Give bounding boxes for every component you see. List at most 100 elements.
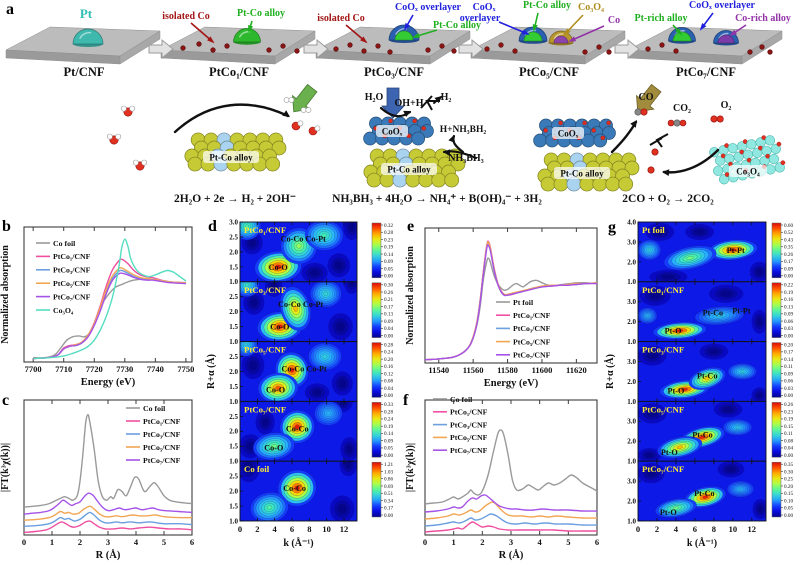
x-axis-label: Energy (eV) bbox=[484, 378, 539, 389]
wavelet-panel-title: PtCo₃/CNF bbox=[642, 345, 684, 355]
stage-arrow bbox=[303, 38, 329, 60]
wavelet-panel-title: PtCo₇/CNF bbox=[244, 404, 286, 414]
wavelet-panel-PtCo₃/CNF bbox=[240, 281, 357, 342]
bond-label: Pt-Co bbox=[692, 430, 712, 439]
colorbar-tick: 0.15 bbox=[784, 424, 793, 430]
colorbar-tick: 0.14 bbox=[384, 252, 393, 258]
colorbar-tick: 0.09 bbox=[384, 319, 393, 325]
x-tick-label: 7730 bbox=[116, 364, 133, 374]
wavelet-panel-PtCo₅/CNF bbox=[240, 341, 357, 402]
bond-label: Pt-O bbox=[661, 448, 678, 457]
x-tick-label: 6 bbox=[190, 537, 194, 547]
x-tick-label: 7720 bbox=[86, 364, 103, 374]
y-tick-label: 2.0 bbox=[627, 438, 636, 446]
x-tick-label: 1 bbox=[50, 537, 54, 547]
panel-g-wavelet-pt: 4.0 3.0 2.0 1.0 Pt foil Pt-Pt 0.600.520.43 0.35… bbox=[604, 218, 793, 549]
wavelet-panel-Pt foil bbox=[638, 222, 766, 282]
panel-e-xanes-pt: 11540 11560 11580 11600 11620 Energy (eV) Norm… bbox=[405, 227, 598, 389]
isolated-co-atom bbox=[333, 46, 339, 52]
x-tick-label: 2 bbox=[78, 537, 82, 547]
x-tick-label: 0 bbox=[22, 537, 26, 547]
y-tick-label: 2.0 bbox=[229, 428, 238, 436]
colorbar-tick: 0.03 bbox=[784, 386, 793, 392]
legend-label: Co foil bbox=[53, 239, 76, 248]
y-tick-label: 2.0 bbox=[627, 497, 636, 505]
isolated-co-atom bbox=[375, 43, 381, 49]
colorbar-tick: 0.12 bbox=[384, 371, 393, 377]
reaction-equation: NH₃BH₃ + 4H₂O → NH₄⁺ + B(OH)₄⁻ + 3H₂ bbox=[332, 193, 542, 205]
legend-label: PtCo₅/CNF bbox=[143, 443, 181, 452]
bond-label: Co-Co bbox=[283, 484, 306, 493]
legend-label: Co foil bbox=[450, 395, 473, 404]
y-tick-label: 2.5 bbox=[229, 473, 238, 481]
y-tick-label: 3.0 bbox=[627, 478, 636, 486]
annotation-label: isolated Co bbox=[162, 11, 210, 22]
colorbar-tick: 0.03 bbox=[784, 326, 793, 332]
y-tick-label: 3.0 bbox=[627, 238, 636, 246]
y-tick-label: 1.0 bbox=[627, 278, 636, 286]
y-tick-label: 2.5 bbox=[229, 293, 238, 301]
series-Co foil bbox=[33, 277, 186, 359]
reaction-equation: 2CO + O₂ → 2CO₂ bbox=[622, 193, 714, 205]
y-axis-label: |FT(k³χ(k))| bbox=[405, 443, 416, 492]
colorbar-tick: 0.43 bbox=[784, 237, 793, 243]
y-tick-label: 1.0 bbox=[627, 338, 636, 346]
molecule-OH bbox=[308, 125, 321, 136]
molecule-H2 bbox=[300, 107, 312, 113]
colorbar bbox=[371, 342, 382, 398]
y-tick-label: 1.0 bbox=[229, 398, 238, 406]
colorbar-tick: 0.20 bbox=[784, 484, 793, 490]
cluster-label: Pt-Co alloy bbox=[209, 153, 253, 163]
legend-label: Co foil bbox=[143, 404, 166, 413]
y-tick-label: 1.5 bbox=[229, 263, 238, 271]
isolated-co-atom bbox=[347, 42, 353, 48]
y-axis-label: Normalized absorption bbox=[0, 245, 11, 344]
molecule-label: H+NH₃BH₂ bbox=[440, 125, 487, 135]
cluster-label: Co₃O₄ bbox=[736, 167, 760, 177]
isolated-co-atom bbox=[512, 48, 518, 54]
colorbar-tick: 0.11 bbox=[784, 431, 793, 437]
bond-label: Pt-Co bbox=[697, 371, 717, 380]
colorbar-tick: 0.23 bbox=[384, 237, 393, 243]
annotation-label: Co-rich alloy bbox=[735, 13, 791, 24]
legend-label: PtCo₇/CNF bbox=[450, 446, 488, 455]
series-PtCo₅/CNF bbox=[425, 241, 597, 361]
colorbar-tick: 0.52 bbox=[784, 230, 793, 236]
x-tick-label: 2 bbox=[655, 524, 659, 534]
colorbar bbox=[371, 282, 382, 338]
colorbar-tick: 0.19 bbox=[384, 424, 393, 430]
reaction-equation: 2H₂O + 2e → H₂ + 2OH⁻ bbox=[174, 193, 296, 205]
legend-label: PtCo₇/CNF bbox=[53, 292, 91, 301]
colorbar-tick: 0.23 bbox=[784, 409, 793, 415]
legend-label: Pt foil bbox=[513, 298, 534, 307]
y-axis-label: Normalized absorption bbox=[405, 246, 416, 345]
x-tick-label: 5 bbox=[162, 537, 166, 547]
colorbar-tick: 0.10 bbox=[784, 498, 793, 504]
colorbar-tick: 0.00 bbox=[784, 513, 793, 519]
colorbar-tick: 0.19 bbox=[384, 245, 393, 251]
colorbar-tick: 0.00 bbox=[384, 513, 393, 519]
colorbar-tick: 0.35 bbox=[784, 245, 793, 251]
bond-label: Co-O bbox=[269, 263, 288, 272]
stage-label: Pt/CNF bbox=[64, 65, 105, 79]
colorbar-tick: 0.22 bbox=[784, 283, 793, 289]
y-tick-label: 2.0 bbox=[229, 248, 238, 256]
annotation-label: Pt bbox=[80, 6, 93, 21]
x-axis-label: k (Å⁻¹) bbox=[687, 537, 717, 549]
y-tick-label: 2.5 bbox=[229, 233, 238, 241]
colorbar-tick: 0.28 bbox=[384, 409, 393, 415]
stage-label: PtCo₅/CNF bbox=[519, 65, 579, 79]
series-Co foil bbox=[425, 429, 597, 505]
wavelet-panel-PtCo₇/CNF bbox=[638, 461, 766, 521]
stage-label: PtCo₇/CNF bbox=[676, 65, 736, 79]
wavelet-panel-PtCo₃/CNF bbox=[638, 341, 766, 402]
series-PtCo₁/CNF bbox=[24, 520, 192, 534]
colorbar-tick: 0.00 bbox=[784, 453, 793, 459]
axes-box bbox=[23, 226, 193, 363]
series-PtCo₁/CNF bbox=[425, 240, 597, 361]
colorbar bbox=[771, 282, 782, 338]
colorbar-tick: 0.32 bbox=[384, 223, 393, 229]
isolated-co-atom bbox=[224, 43, 230, 49]
molecule-label: H₂ bbox=[441, 92, 452, 103]
x-tick-label: 1 bbox=[452, 537, 456, 547]
